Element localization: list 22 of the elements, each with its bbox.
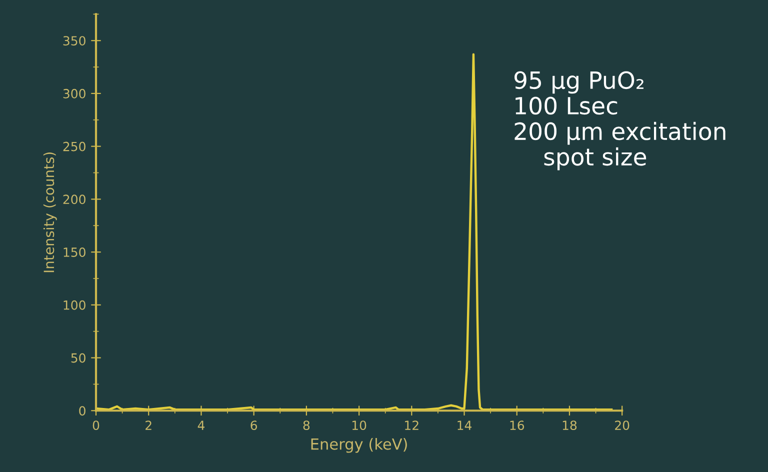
y-tick-label: 300 [63,88,86,98]
y-tick-label: 50 [71,353,86,363]
x-tick-label: 8 [303,420,310,430]
x-tick-label: 2 [146,420,152,430]
y-axis-title: Intensity (counts) [43,152,57,272]
x-tick-label: 18 [562,420,577,430]
x-tick-label: 4 [198,420,204,430]
x-tick-label: 20 [615,420,630,430]
x-tick-label: 14 [458,420,472,430]
x-tick-label: 16 [510,420,524,430]
x-tick-label: 6 [250,420,258,430]
x-tick-label: 12 [405,420,418,430]
y-tick-label: 350 [63,36,86,46]
y-tick-label: 150 [64,248,86,257]
x-axis-title: Energy (keV) [311,438,407,453]
y-tick-label: 0 [79,406,86,416]
y-tick-label: 100 [64,300,86,310]
y-tick-label: 200 [63,194,86,204]
x-tick-label: 10 [352,420,366,430]
annotation: 95 μg PuO₂ 100 Lsec 200 μm excitation spot size [514,71,726,170]
y-tick-label: 250 [63,142,86,152]
x-tick-label: 0 [92,420,100,430]
